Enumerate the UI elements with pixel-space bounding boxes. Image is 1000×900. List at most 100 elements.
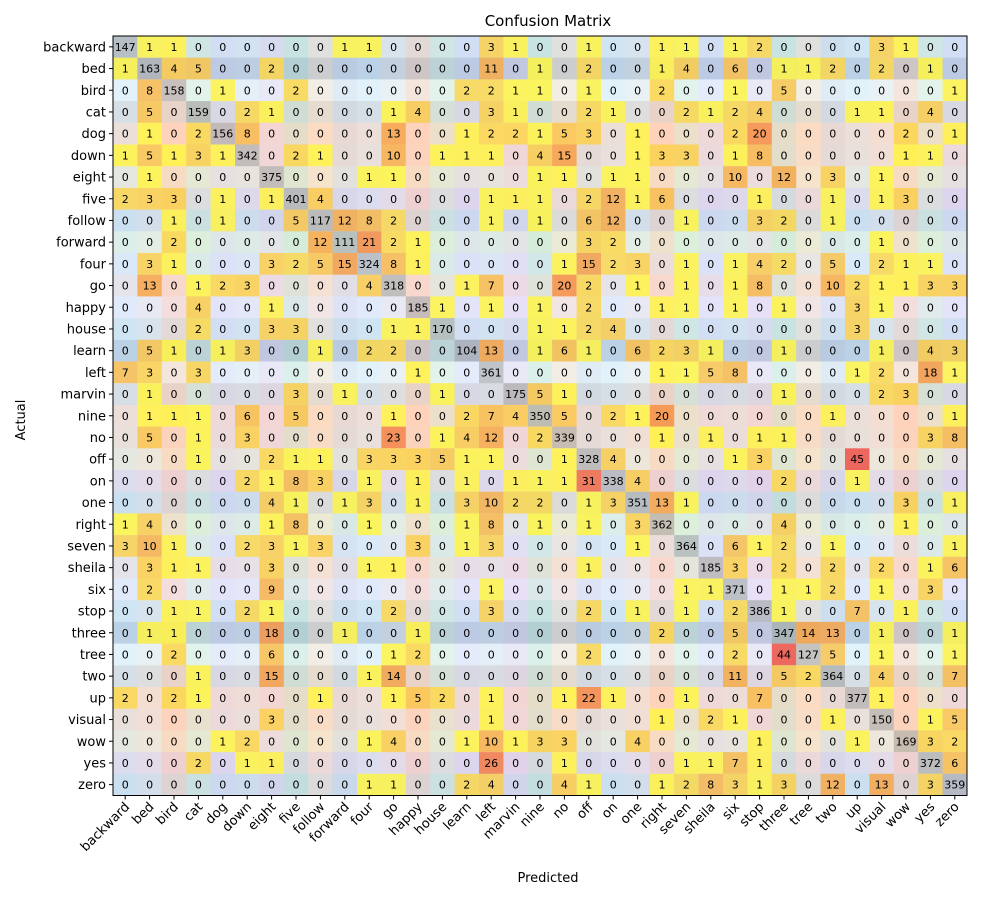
cell-value-label: 0 [903, 63, 910, 76]
cell-value-label: 0 [756, 583, 763, 596]
heatmap-cell [479, 79, 504, 102]
cell-value-label: 371 [725, 583, 746, 596]
cell-value-label: 0 [219, 562, 226, 575]
cell-value-label: 0 [195, 388, 202, 401]
cell-value-label: 5 [195, 63, 202, 76]
cell-value-label: 0 [195, 583, 202, 596]
heatmap-cell [235, 730, 260, 753]
cell-value-label: 0 [171, 128, 178, 141]
cell-value-label: 13 [387, 128, 401, 141]
heatmap-cell [771, 643, 797, 666]
cell-value-label: 2 [195, 757, 202, 770]
cell-value-label: 0 [634, 214, 641, 227]
cell-value-label: 0 [439, 670, 446, 683]
cell-value-label: 1 [146, 627, 153, 640]
cell-value-label: 0 [781, 106, 788, 119]
y-tick-label: eight [73, 171, 106, 186]
heatmap-cell [552, 253, 577, 275]
cell-value-label: 0 [927, 648, 934, 661]
cell-value-label: 2 [268, 63, 275, 76]
heatmap-cell [454, 773, 479, 796]
heatmap-cell [186, 448, 211, 470]
cell-value-label: 0 [707, 497, 714, 510]
heatmap-cell [820, 404, 845, 427]
heatmap-cell [479, 404, 504, 427]
cell-value-label: 0 [781, 280, 788, 293]
cell-value-label: 0 [366, 388, 373, 401]
heatmap-cell [357, 209, 382, 232]
cell-value-label: 1 [683, 605, 690, 618]
heatmap-cell [259, 187, 284, 210]
cell-value-label: 0 [122, 84, 129, 97]
heatmap-cell [137, 426, 162, 449]
cell-value-label: 0 [415, 128, 422, 141]
heatmap-cell [893, 187, 919, 210]
heatmap-cell [869, 665, 894, 687]
heatmap-cell [723, 600, 748, 622]
cell-value-label: 0 [122, 258, 129, 271]
cell-value-label: 2 [781, 475, 788, 488]
cell-value-label: 0 [439, 714, 446, 727]
y-tick-label: go [90, 279, 106, 294]
row-band [113, 643, 967, 666]
heatmap-cell [942, 665, 967, 687]
heatmap-cell [625, 274, 650, 297]
cell-value-label: 0 [293, 692, 300, 705]
cell-value-label: 3 [268, 562, 275, 575]
heatmap-cell [771, 383, 797, 405]
cell-value-label: 0 [732, 497, 739, 510]
cell-value-label: 3 [268, 714, 275, 727]
heatmap-cell [649, 621, 675, 644]
cell-value-label: 1 [659, 714, 666, 727]
heatmap-cell [527, 79, 553, 102]
cell-value-label: 3 [951, 280, 958, 293]
cell-value-label: 12 [606, 193, 620, 206]
cell-value-label: 0 [219, 453, 226, 466]
cell-value-label: 0 [366, 627, 373, 640]
y-tick-label: bird [81, 84, 106, 99]
cell-value-label: 0 [634, 106, 641, 119]
cell-value-label: 0 [732, 193, 739, 206]
cell-value-label: 0 [146, 475, 153, 488]
cell-value-label: 2 [488, 128, 495, 141]
cell-value-label: 0 [463, 670, 470, 683]
cell-value-label: 0 [439, 735, 446, 748]
cell-value-label: 1 [171, 149, 178, 162]
cell-value-label: 0 [293, 779, 300, 792]
heatmap-cell [723, 296, 748, 319]
cell-value-label: 0 [927, 605, 934, 618]
cell-value-label: 0 [195, 258, 202, 271]
heatmap-cell [576, 643, 601, 666]
row-band [113, 665, 967, 687]
cell-value-label: 0 [195, 648, 202, 661]
cell-value-label: 0 [903, 670, 910, 683]
heatmap-cell [942, 708, 967, 731]
cell-value-label: 0 [610, 128, 617, 141]
heatmap-cell [259, 57, 284, 80]
cell-value-label: 20 [557, 280, 571, 293]
heatmap-cell [771, 339, 797, 362]
cell-value-label: 0 [512, 63, 519, 76]
cell-value-label: 0 [219, 236, 226, 249]
heatmap-cell [137, 274, 162, 297]
cell-value-label: 0 [927, 670, 934, 683]
cell-value-label: 0 [317, 280, 324, 293]
cell-value-label: 0 [659, 388, 666, 401]
cell-value-label: 2 [244, 735, 251, 748]
heatmap-cell [918, 730, 943, 753]
cell-value-label: 1 [585, 779, 592, 792]
cell-value-label: 3 [585, 236, 592, 249]
heatmap-cell [479, 708, 504, 731]
cell-value-label: 0 [951, 236, 958, 249]
cell-value-label: 0 [463, 562, 470, 575]
cell-value-label: 0 [756, 388, 763, 401]
cell-value-label: 0 [561, 214, 568, 227]
cell-value-label: 1 [634, 280, 641, 293]
cell-value-label: 0 [951, 583, 958, 596]
cell-value-label: 2 [781, 258, 788, 271]
cell-value-label: 0 [781, 193, 788, 206]
heatmap-cell [918, 144, 943, 167]
heatmap-cell [186, 361, 211, 384]
heatmap-cell [283, 144, 309, 167]
heatmap-cell [747, 752, 772, 774]
